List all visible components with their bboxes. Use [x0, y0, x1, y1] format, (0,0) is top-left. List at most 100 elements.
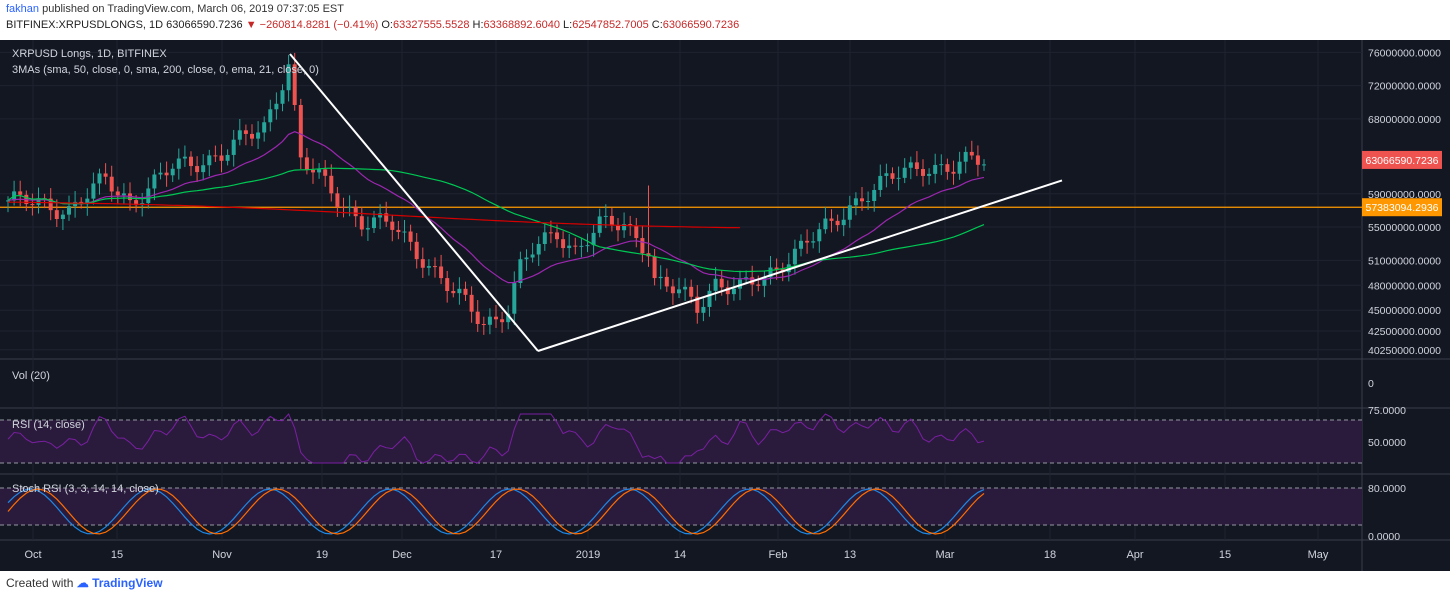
stoch-tick-label: 80.0000 — [1368, 483, 1406, 495]
candle-body — [713, 278, 718, 291]
candle-body — [109, 176, 114, 192]
tradingview-icon: ☁ — [76, 576, 89, 590]
down-arrow-icon: ▼ — [245, 19, 257, 31]
candle-body — [616, 225, 620, 231]
candle-body — [372, 217, 376, 229]
tradingview-brand[interactable]: TradingView — [92, 576, 163, 590]
candle-body — [237, 130, 242, 140]
candle-body — [408, 231, 413, 242]
change-value: −260814.8281 (−0.41%) — [259, 19, 379, 31]
candle-body — [768, 267, 773, 278]
price-tick-label: 40250000.0000 — [1368, 345, 1441, 357]
trendline — [289, 53, 539, 352]
candle-body — [609, 215, 614, 226]
time-tick-label: 15 — [1219, 549, 1231, 561]
candle-body — [719, 278, 724, 288]
candle-body — [847, 205, 852, 220]
candle-body — [957, 161, 962, 174]
candle-body — [420, 259, 425, 268]
candle-body — [890, 173, 895, 179]
symbol-label: BITFINEX:XRPUSDLONGS, 1D — [6, 19, 164, 31]
created-with-text: Created with — [6, 576, 74, 590]
candle-body — [182, 156, 187, 159]
author-name[interactable]: fakhan — [6, 3, 40, 15]
candle-body — [805, 240, 810, 243]
price-axis[interactable]: 76000000.0000 72000000.0000 68000000.0000 6… — [1362, 47, 1442, 543]
candle-body — [225, 154, 230, 161]
candle-body — [628, 224, 633, 226]
candle-body — [591, 232, 596, 246]
candle-body — [969, 151, 974, 156]
publish-info: fakhan published on TradingView.com, Mar… — [6, 3, 344, 15]
chart-canvas[interactable]: 76000000.0000 72000000.0000 68000000.0000 6… — [0, 40, 1450, 571]
candle-body — [738, 279, 742, 289]
candle-body — [701, 306, 706, 313]
candle-body — [475, 311, 480, 325]
candle-body — [975, 155, 980, 165]
high-value: 63368892.6040 — [483, 19, 560, 31]
candle-body — [384, 213, 389, 222]
candle-body — [274, 103, 279, 110]
candle-body — [54, 210, 59, 220]
candle-body — [512, 283, 517, 314]
candle-body — [298, 105, 303, 158]
sma200-line — [7, 201, 741, 229]
rsi-pane-label: RSI (14, close) — [12, 419, 85, 431]
candle-body — [469, 294, 474, 312]
chart-header: fakhan published on TradingView.com, Mar… — [0, 0, 1450, 40]
candle-body — [85, 198, 90, 205]
candle-body — [664, 276, 669, 287]
candle-body — [347, 206, 352, 208]
trendlines[interactable] — [289, 53, 1063, 352]
time-tick-label: Apr — [1126, 549, 1143, 561]
rsi-line — [7, 413, 985, 464]
ohlc-line: BITFINEX:XRPUSDLONGS, 1D 63066590.7236 ▼… — [6, 19, 740, 31]
price-tick-label: 42500000.0000 — [1368, 326, 1441, 338]
candle-body — [213, 155, 218, 157]
time-axis[interactable]: Oct 15 Nov 19 Dec 17 2019 14 Feb 13 Mar 18 Apr 15 May — [24, 549, 1328, 561]
candle-body — [762, 277, 767, 286]
candle-body — [756, 284, 761, 286]
candle-body — [243, 130, 248, 134]
time-tick-label: 2019 — [576, 549, 600, 561]
price-badge-label: 63066590.7236 — [1366, 155, 1439, 167]
vol-tick-label: 0 — [1368, 378, 1374, 390]
stoch-pane-label: Stoch RSI (3, 3, 14, 14, close) — [12, 483, 159, 495]
candle-body — [811, 241, 816, 243]
time-tick-label: 13 — [844, 549, 856, 561]
candle-body — [982, 164, 986, 166]
time-tick-label: 15 — [111, 549, 123, 561]
candle-body — [823, 218, 828, 230]
time-tick-label: 18 — [1044, 549, 1056, 561]
rsi-tick-label: 50.0000 — [1368, 437, 1406, 449]
candle-body — [152, 174, 157, 189]
price-tick-label: 72000000.0000 — [1368, 81, 1441, 93]
candle-body — [365, 228, 370, 230]
candle-body — [835, 220, 840, 226]
candle-body — [207, 155, 212, 166]
candle-body — [481, 324, 486, 326]
candle-body — [707, 290, 712, 307]
candle-body — [548, 232, 553, 234]
candle-body — [731, 288, 736, 295]
candle-body — [280, 90, 285, 104]
candle-body — [402, 231, 407, 233]
candle-body — [6, 200, 10, 202]
candle-body — [500, 319, 505, 323]
candle-body — [555, 232, 559, 240]
oscillators — [7, 413, 985, 535]
candle-body — [622, 224, 627, 231]
candle-body — [426, 266, 431, 268]
candle-body — [634, 225, 639, 239]
time-tick-label: 14 — [674, 549, 686, 561]
candle-body — [689, 286, 694, 297]
candle-body — [311, 169, 315, 173]
time-tick-label: Feb — [769, 549, 788, 561]
candle-body — [146, 188, 151, 204]
candle-body — [530, 254, 535, 258]
price-badge — [1362, 150, 1442, 169]
candle-body — [359, 216, 364, 230]
candle-body — [378, 213, 383, 218]
candle-body — [67, 206, 71, 215]
moving-averages — [7, 131, 985, 284]
